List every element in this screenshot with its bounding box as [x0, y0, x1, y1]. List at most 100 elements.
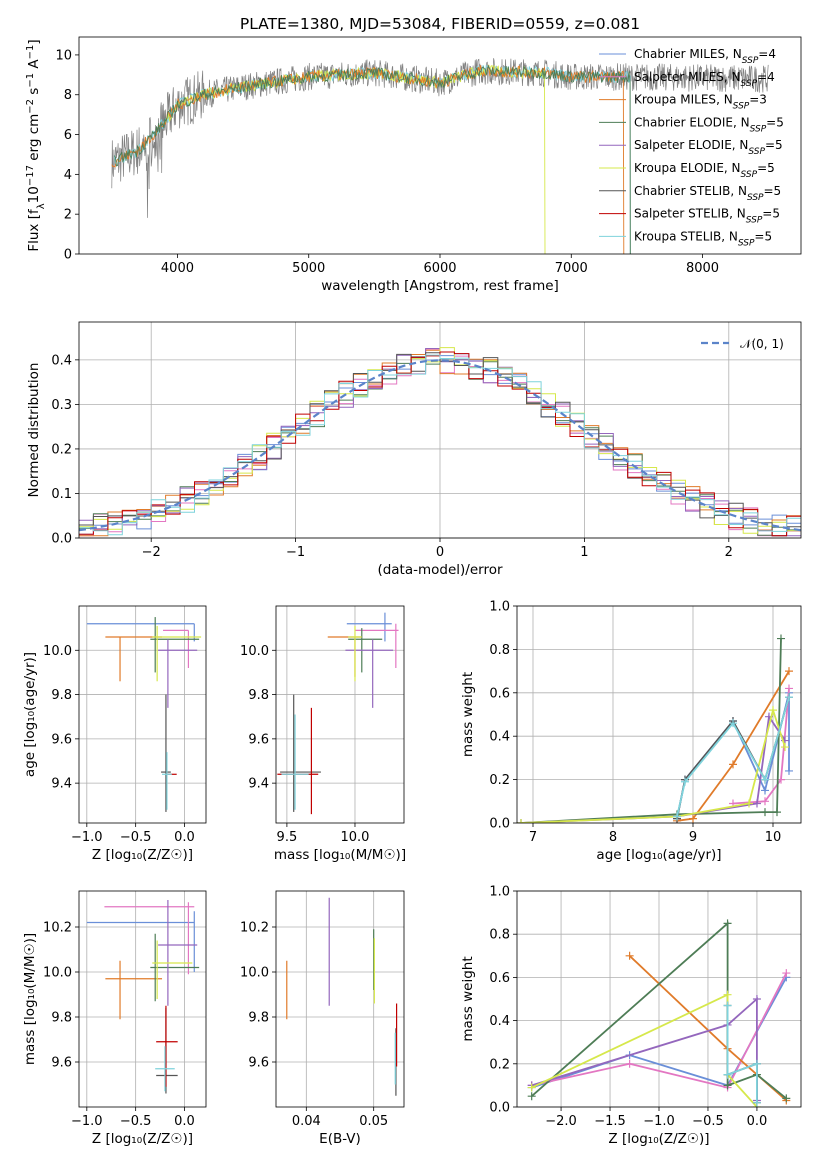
spectrum-panel: 4000 5000 6000 7000 8000 0 2 4 6 8 10 wavelength [A… — [25, 36, 802, 294]
legend-model: Chabrier MILES — [634, 47, 725, 61]
plot-area — [517, 634, 793, 823]
model-spectrum — [111, 64, 625, 254]
y-tick-label: 9.8 — [51, 688, 72, 703]
y-axis-label: Flux [fλ10−17 erg cm−2 s−1 A−1] — [25, 39, 47, 251]
legend-n: , N — [733, 115, 750, 129]
data-point-marker — [527, 1092, 536, 1101]
residual-histogram — [79, 354, 801, 536]
y-label-part: ] — [26, 39, 42, 44]
legend-count: =4 — [758, 47, 776, 61]
x-tick-label: −1.0 — [71, 1114, 103, 1129]
y-tick-label: 10.0 — [240, 966, 269, 981]
plot-area — [111, 58, 769, 254]
data-point-marker — [723, 990, 732, 999]
series-line — [732, 688, 790, 805]
data-point-marker — [761, 797, 769, 806]
legend-count: =5 — [766, 115, 784, 129]
legend-count: =5 — [757, 161, 775, 175]
series-line — [726, 1005, 758, 1103]
plot-area — [286, 897, 398, 1096]
y-tick-label: 0.8 — [489, 928, 510, 943]
legend-sub: SSP — [742, 56, 759, 66]
y-tick-label: 10.2 — [240, 921, 269, 936]
legend-sub: SSP — [746, 216, 763, 226]
y-tick-label: 10.2 — [43, 921, 72, 936]
x-tick-label: 8000 — [686, 261, 719, 276]
y-tick-label: 10.0 — [240, 644, 269, 659]
y-tick-label: 9.8 — [248, 1011, 269, 1026]
axes-frame — [78, 36, 802, 255]
x-axis-label: E(B-V) — [319, 1131, 361, 1147]
legend-sub: SSP — [750, 124, 767, 134]
y-tick-label: 0.2 — [489, 773, 510, 788]
x-tick-label: 7000 — [555, 261, 588, 276]
legend-n: , N — [725, 47, 742, 61]
y-label-part: s — [26, 88, 42, 99]
normal-curve — [79, 359, 801, 532]
y-tick-label: 10.0 — [43, 644, 72, 659]
residual-histogram-panel: −2 −1 0 1 2 0.0 0.1 0.2 0.3 0.4 (data-model)/error… — [26, 321, 802, 578]
legend-sub: SSP — [738, 238, 755, 248]
data-point-marker — [752, 995, 761, 1003]
series-line — [520, 638, 782, 823]
y-tick-label: 9.8 — [248, 688, 269, 703]
legend-sub: SSP — [733, 102, 750, 112]
y-tick-label: 0.6 — [489, 971, 510, 986]
x-tick-label: 2 — [725, 545, 733, 560]
y-label-part: 10 — [26, 186, 42, 203]
y-axis-label: mass weight — [460, 672, 476, 757]
y-tick-label: 0.2 — [489, 1057, 510, 1072]
legend-n: , N — [729, 207, 746, 221]
series-line — [520, 714, 786, 823]
y-tick-label: 4 — [64, 168, 72, 183]
series-line — [676, 670, 790, 822]
legend-label: Kroupa STELIB, NSSP=5 — [634, 229, 772, 248]
x-tick-label: −1 — [286, 545, 305, 560]
legend-label: Kroupa ELODIE, NSSP=5 — [634, 161, 775, 180]
legend-n: , N — [730, 184, 747, 198]
x-tick-label: 0 — [436, 545, 444, 560]
legend-model: Kroupa MILES — [634, 93, 716, 107]
x-tick-label: 4000 — [161, 261, 194, 276]
data-point-marker — [781, 743, 789, 752]
legend-count: =5 — [764, 184, 782, 198]
y-tick-label: 0.4 — [489, 1014, 510, 1029]
x-tick-label: 0.04 — [292, 1114, 321, 1129]
y-label-sup: −17 — [25, 165, 36, 186]
plot-area — [79, 347, 801, 537]
data-point-marker — [625, 1059, 634, 1068]
data-point-marker — [527, 1083, 536, 1092]
model-spectrum — [113, 64, 631, 254]
y-tick-label: 0.4 — [489, 730, 510, 745]
x-axis-label: mass [log₁₀(M/M☉)] — [274, 847, 406, 863]
legend-count: =5 — [754, 229, 772, 243]
x-tick-label: 5000 — [292, 261, 325, 276]
y-tick-label: 9.6 — [51, 732, 72, 747]
data-point-marker — [773, 808, 781, 817]
x-tick-label: −2.0 — [545, 1114, 577, 1129]
x-tick-label: 0.0 — [747, 1114, 768, 1129]
legend-n: , N — [724, 70, 741, 84]
y-label-part: Flux [f — [26, 208, 42, 252]
model-spectrum — [114, 64, 631, 254]
legend-label: Salpeter STELIB, NSSP=5 — [634, 207, 780, 226]
x-tick-label: −1.0 — [71, 830, 103, 845]
y-label-sup: −1 — [25, 73, 36, 88]
data-point-marker — [689, 814, 697, 823]
data-point-marker — [785, 693, 793, 702]
y-tick-label: 1.0 — [489, 600, 510, 615]
data-point-marker — [752, 1059, 761, 1068]
data-point-marker — [745, 799, 753, 808]
axes-frame — [516, 890, 802, 1108]
data-point-marker — [517, 819, 525, 823]
legend-count: =5 — [762, 207, 780, 221]
plot-area — [277, 612, 399, 815]
x-axis-label: Z [log₁₀(Z/Z☉)] — [608, 1131, 709, 1147]
y-tick-label: 0.4 — [51, 353, 72, 368]
y-tick-label: 9.4 — [51, 777, 72, 792]
y-axis-label: age [log₁₀(age/yr)] — [22, 652, 38, 777]
x-tick-label: 9.5 — [277, 830, 298, 845]
y-tick-label: 0.2 — [51, 442, 72, 457]
y-label-sub: λ — [36, 203, 47, 209]
